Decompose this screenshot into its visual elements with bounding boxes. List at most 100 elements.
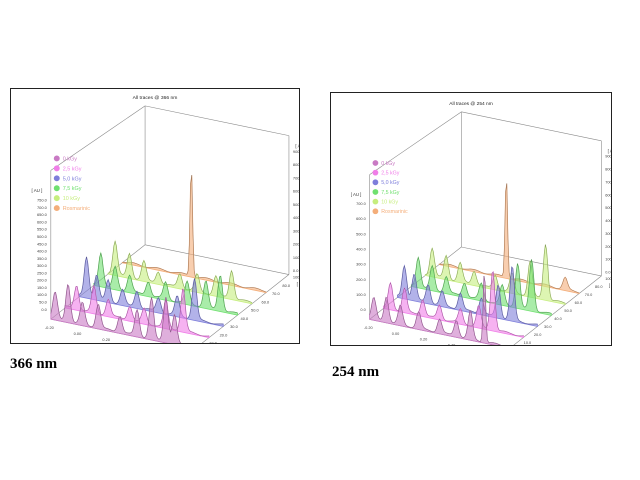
x-tick-label: 0.20 [420, 338, 428, 342]
series-line-0 [369, 276, 510, 348]
legend-entry: 7,5 kGy [381, 190, 400, 196]
y-tick-label: 200.0 [37, 278, 48, 283]
legend-swatch [372, 179, 379, 186]
chart-366: All traces @ 366 nm 0.0 50.0 100.0 150.0 200.… [31, 95, 309, 360]
y-tick-label: 0.0 [360, 308, 365, 312]
depth-tick-label: 80.0 [282, 283, 290, 288]
y-tick-label: 500.0 [356, 232, 366, 236]
y-tick-label: 550.0 [37, 227, 48, 232]
y-tick-label: 600.0 [356, 217, 366, 221]
y-tick-label: 50.0 [39, 299, 47, 304]
legend-entry: Rosmarinic [63, 206, 90, 212]
legend-entry: 2,5 kGy [381, 171, 400, 177]
depth-tick-label: 50.0 [251, 308, 259, 313]
series-line-3 [411, 256, 552, 314]
legend-swatch [53, 195, 60, 202]
z-tick-label: 700.0 [605, 180, 611, 184]
legend-swatch [53, 155, 60, 162]
depth-axis-line [194, 274, 290, 350]
depth-axis-label: [ mm ] [297, 282, 299, 287]
z-tick-label: 200.0 [605, 245, 611, 249]
depth-tick-label: 30.0 [544, 325, 552, 329]
y-tick-label: 0.0 [41, 307, 47, 312]
legend-entry: Rosmarinic [381, 209, 408, 215]
y-tick-label: 650.0 [37, 212, 48, 217]
z-tick-label: 0.0 [293, 268, 299, 273]
z-tick-label: 900.0 [293, 149, 299, 154]
y-tick-label: 100.0 [37, 292, 48, 297]
legend-swatch [372, 169, 379, 176]
depth-tick-label: 100.0 [293, 275, 299, 280]
depth-tick-label: 20.0 [534, 333, 542, 337]
y-tick-label: 300.0 [356, 263, 366, 267]
depth-tick-label: 70.0 [585, 293, 593, 297]
legend-swatch [53, 165, 60, 172]
y-tick-label: 500.0 [37, 234, 48, 239]
y-tick-label: 600.0 [37, 219, 48, 224]
z-tick-label: 900.0 [605, 155, 611, 159]
series-line-4 [425, 244, 566, 304]
y-axis-label: [ AU ] [351, 192, 362, 197]
depth-tick-label: 30.0 [230, 324, 238, 329]
legend-entry: 5,0 kGy [63, 176, 82, 182]
x-tick-label: 0.00 [74, 331, 82, 336]
y-tick-label: 450.0 [37, 241, 48, 246]
legend-swatch [372, 208, 379, 215]
depth-tick-label: 10.0 [209, 341, 217, 343]
z-axis-label: [ AU ] [295, 144, 299, 149]
y-tick-label: 100.0 [356, 293, 366, 297]
depth-tick-label: 60.0 [575, 301, 583, 305]
z-tick-label: 400.0 [605, 219, 611, 223]
floor-back-edge [145, 244, 290, 275]
depth-tick-label: 70.0 [272, 291, 280, 296]
z-tick-label: 300.0 [293, 228, 299, 233]
z-tick-label: 100.0 [605, 258, 611, 262]
z-tick-label: 600.0 [293, 189, 299, 194]
z-tick-label: 300.0 [605, 232, 611, 236]
chart-254: All traces @ 254 nm 0.0 100.0 200.0 300.0 400… [351, 101, 621, 359]
z-axis-label: [ AU ] [608, 148, 611, 153]
top-back-edge [145, 105, 290, 136]
z-tick-label: 500.0 [293, 202, 299, 207]
x-tick-label: 0.00 [392, 332, 400, 336]
top-left-edge [369, 111, 462, 175]
depth-tick-label: 50.0 [564, 309, 572, 313]
chart-title: All traces @ 254 nm [449, 101, 492, 107]
legend-entry: 7,5 kGy [63, 186, 82, 192]
depth-tick-label: 100.0 [605, 277, 611, 281]
z-tick-label: 700.0 [293, 175, 299, 180]
y-tick-label: 700.0 [356, 202, 366, 206]
legend-swatch [53, 205, 60, 212]
y-tick-label: 200.0 [356, 278, 366, 282]
x-tick-label: -0.20 [45, 325, 55, 330]
legend-swatch [53, 185, 60, 192]
z-tick-label: 400.0 [293, 215, 299, 220]
top-back-edge [461, 111, 602, 142]
chart-panel-254: All traces @ 254 nm 0.0 100.0 200.0 300.0 400… [330, 92, 621, 360]
y-tick-label: 750.0 [37, 198, 48, 203]
caption-366: 366 nm [10, 356, 58, 372]
z-tick-label: 100.0 [293, 255, 299, 260]
x-tick-label: 0.40 [448, 343, 456, 345]
depth-tick-label: 40.0 [554, 317, 562, 321]
series-line-3 [93, 252, 238, 314]
legend-entry: 5,0 kGy [381, 180, 400, 186]
depth-tick-label: 80.0 [595, 285, 603, 289]
y-tick-label: 400.0 [356, 248, 366, 252]
z-tick-label: 200.0 [293, 242, 299, 247]
y-tick-label: 150.0 [37, 285, 48, 290]
legend-swatch [372, 189, 379, 195]
depth-axis-label: [ mm ] [609, 283, 611, 288]
legend-swatch [372, 198, 379, 205]
z-tick-label: 0.0 [605, 271, 610, 275]
legend-swatch [372, 160, 379, 166]
z-tick-label: 800.0 [293, 162, 299, 167]
legend-entry: 10 kGy [381, 200, 398, 206]
chart-title: All traces @ 366 nm [133, 95, 178, 101]
chart-panel-366: All traces @ 366 nm 0.0 50.0 100.0 150.0 200.… [10, 88, 309, 360]
series-line-1 [383, 271, 524, 337]
depth-tick-label: 20.0 [220, 332, 228, 337]
series-line-0 [50, 284, 195, 349]
legend-entry: 2,5 kGy [63, 166, 82, 172]
z-tick-label: 600.0 [605, 193, 611, 197]
